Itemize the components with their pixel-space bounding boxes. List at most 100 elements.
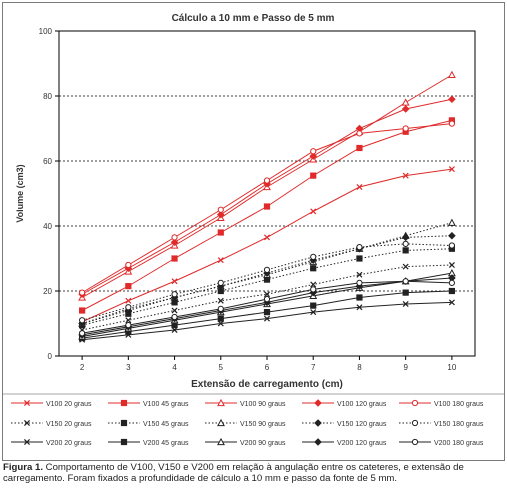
data-point xyxy=(79,330,86,337)
legend-item: V100 45 graus xyxy=(108,399,189,408)
data-point xyxy=(171,255,178,262)
data-point xyxy=(356,271,363,278)
legend-marker xyxy=(120,399,128,407)
x-tick-label: 2 xyxy=(80,363,85,372)
legend-marker xyxy=(314,438,322,446)
x-tick-label: 10 xyxy=(447,363,456,372)
legend-marker xyxy=(23,438,31,446)
data-point xyxy=(263,177,271,184)
series-v100-180-graus xyxy=(79,120,455,296)
data-point xyxy=(356,304,363,311)
series-group xyxy=(78,70,456,343)
legend-item: V100 120 graus xyxy=(302,399,387,408)
data-point xyxy=(402,300,409,308)
series-v100-45-graus xyxy=(79,117,455,314)
data-point xyxy=(217,257,224,264)
y-axis-label: Volume (cm3) xyxy=(15,164,25,222)
data-point xyxy=(217,279,224,286)
data-point xyxy=(448,166,455,173)
legend-marker xyxy=(120,419,128,427)
data-point xyxy=(263,234,271,241)
legend-marker xyxy=(23,419,31,427)
gridlines xyxy=(59,95,475,292)
data-point xyxy=(448,287,455,295)
legend-item: V200 90 graus xyxy=(205,437,286,447)
x-tick-label: 4 xyxy=(172,363,177,372)
data-point xyxy=(217,305,224,312)
data-point xyxy=(171,278,178,285)
data-point xyxy=(170,238,179,247)
legend-marker xyxy=(120,438,128,446)
x-tick-label: 3 xyxy=(126,363,131,372)
legend-label: V200 20 graus xyxy=(46,440,92,447)
data-point xyxy=(171,234,178,241)
data-point xyxy=(310,302,317,309)
data-point xyxy=(125,322,132,329)
data-point xyxy=(356,244,363,251)
legend-label: V200 180 graus xyxy=(434,440,484,447)
data-point xyxy=(401,98,410,106)
legend-label: V100 45 graus xyxy=(143,401,189,408)
data-point xyxy=(310,286,317,293)
series-v200-180-graus xyxy=(79,278,455,337)
data-point xyxy=(448,261,455,269)
figure-frame: Cálculo a 10 mm e Passo de 5 mm 0 20 40 60 8… xyxy=(2,2,505,461)
data-point xyxy=(356,294,363,301)
legend-item: V200 180 graus xyxy=(399,438,484,447)
chart-title: Cálculo a 10 mm e Passo de 5 mm xyxy=(172,13,335,24)
legend-marker xyxy=(217,418,225,427)
legend: V100 20 graus V100 45 graus V100 90 graus V… xyxy=(3,393,504,447)
data-point xyxy=(310,148,317,155)
legend-marker xyxy=(411,438,419,446)
x-tick-label: 7 xyxy=(311,363,316,372)
data-point xyxy=(356,144,363,152)
data-point xyxy=(171,313,178,321)
data-point xyxy=(310,208,317,215)
legend-label: V150 20 graus xyxy=(46,421,92,428)
legend-label: V100 20 graus xyxy=(46,401,92,408)
legend-label: V150 45 graus xyxy=(143,421,189,428)
data-point xyxy=(448,95,456,104)
data-point xyxy=(217,315,224,322)
figure-caption: Figura 1. Comportamento de V100, V150 e … xyxy=(3,462,503,484)
data-point xyxy=(448,279,455,286)
legend-label: V100 180 graus xyxy=(434,401,484,408)
legend-label: V200 90 graus xyxy=(240,440,286,447)
data-point xyxy=(125,297,132,304)
axes: 0 20 40 60 80 100 2 3 4 5 6 7 8 9 10 xyxy=(39,27,457,372)
data-point xyxy=(125,261,132,269)
series-line xyxy=(81,235,452,324)
data-point xyxy=(309,152,318,160)
legend-item: V100 180 graus xyxy=(399,399,484,408)
data-point xyxy=(263,266,271,273)
legend-item: V100 20 graus xyxy=(11,399,92,408)
legend-item: V100 90 graus xyxy=(205,398,286,408)
data-point xyxy=(263,309,271,316)
series-v150-20-graus xyxy=(79,261,455,334)
x-tick-label: 5 xyxy=(219,363,224,372)
legend-label: V150 90 graus xyxy=(240,421,286,428)
series-v150-180-graus xyxy=(79,240,455,324)
legend-item: V200 120 graus xyxy=(302,438,387,447)
legend-item: V200 20 graus xyxy=(11,438,92,447)
data-point xyxy=(310,265,317,272)
data-point xyxy=(217,297,224,304)
legend-marker xyxy=(411,399,419,407)
legend-item: V150 120 graus xyxy=(302,419,387,428)
legend-item: V150 45 graus xyxy=(108,419,189,428)
legend-item: V200 45 graus xyxy=(108,438,189,447)
y-tick-label: 100 xyxy=(39,27,53,36)
legend-label: V200 120 graus xyxy=(337,440,387,447)
data-point xyxy=(310,172,317,179)
data-point xyxy=(263,315,271,322)
legend-marker xyxy=(23,399,31,407)
data-point xyxy=(402,125,409,132)
data-point xyxy=(217,320,224,327)
data-point xyxy=(263,296,271,303)
data-point xyxy=(79,289,86,296)
x-tick-label: 9 xyxy=(403,363,408,372)
legend-marker xyxy=(314,399,322,407)
y-tick-label: 60 xyxy=(43,157,52,166)
data-point xyxy=(447,218,456,226)
legend-label: V200 45 graus xyxy=(143,440,189,447)
